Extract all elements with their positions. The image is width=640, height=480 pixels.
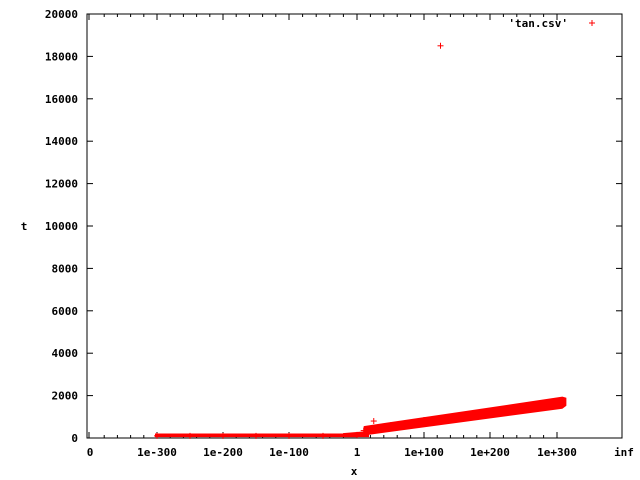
legend-marker-plus <box>589 20 595 26</box>
y-tick-label: 18000 <box>45 50 78 63</box>
data-point <box>487 409 493 416</box>
legend-label: 'tan.csv' <box>508 17 568 30</box>
data-point <box>354 431 360 438</box>
y-tick-label: 8000 <box>52 262 79 275</box>
y-tick-label: 14000 <box>45 135 78 148</box>
rising-band <box>363 396 567 436</box>
y-tick-label: 20000 <box>45 8 78 21</box>
y-tick-label: 6000 <box>52 305 79 318</box>
data-point <box>286 432 292 439</box>
y-tick-labels: 0 2000 4000 6000 8000 10000 12000 14000 16000 180… <box>45 8 78 445</box>
y-tick-label: 16000 <box>45 93 78 106</box>
x-tick-label: 1e+200 <box>470 446 510 459</box>
y-tick-label: 2000 <box>52 390 79 403</box>
data-point <box>360 427 367 434</box>
x-tick-label: 1 <box>354 446 361 459</box>
x-tick-label: 1e-100 <box>269 446 309 459</box>
x-tick-label: 1e-200 <box>203 446 243 459</box>
y-tick-label: 12000 <box>45 178 78 191</box>
y-tick-label: 4000 <box>52 347 79 360</box>
x-tick-label: 1e+100 <box>404 446 444 459</box>
data-point <box>370 418 377 425</box>
data-bands <box>155 396 567 438</box>
data-points <box>154 42 566 439</box>
legend-marker <box>589 20 595 26</box>
y-tick-label: 10000 <box>45 220 78 233</box>
data-point <box>437 42 444 49</box>
transition-band <box>343 431 369 438</box>
y-axis-label: t <box>21 220 28 233</box>
data-point <box>154 432 160 439</box>
x-tick-label: 0 <box>87 446 94 459</box>
data-point <box>220 432 226 439</box>
plot-frame <box>86 13 623 439</box>
x-tick-label: 1e-300 <box>137 446 177 459</box>
data-point <box>454 413 460 420</box>
y-tick-label: 0 <box>71 432 78 445</box>
data-point <box>320 432 326 439</box>
data-point <box>554 400 560 407</box>
data-point <box>559 398 566 405</box>
x-tick-label: 1e+300 <box>537 446 577 459</box>
x-tick-label: inf <box>614 446 634 459</box>
data-point <box>253 432 259 439</box>
data-point <box>421 416 427 423</box>
legend: 'tan.csv' <box>508 17 595 30</box>
data-point <box>520 404 527 411</box>
ticks <box>87 13 623 439</box>
x-axis-label: x <box>351 465 358 478</box>
data-point <box>387 422 394 429</box>
x-tick-labels: 0 1e-300 1e-200 1e-100 1 1e+100 1e+200 1e+300 in… <box>87 446 634 459</box>
data-point <box>187 432 193 439</box>
